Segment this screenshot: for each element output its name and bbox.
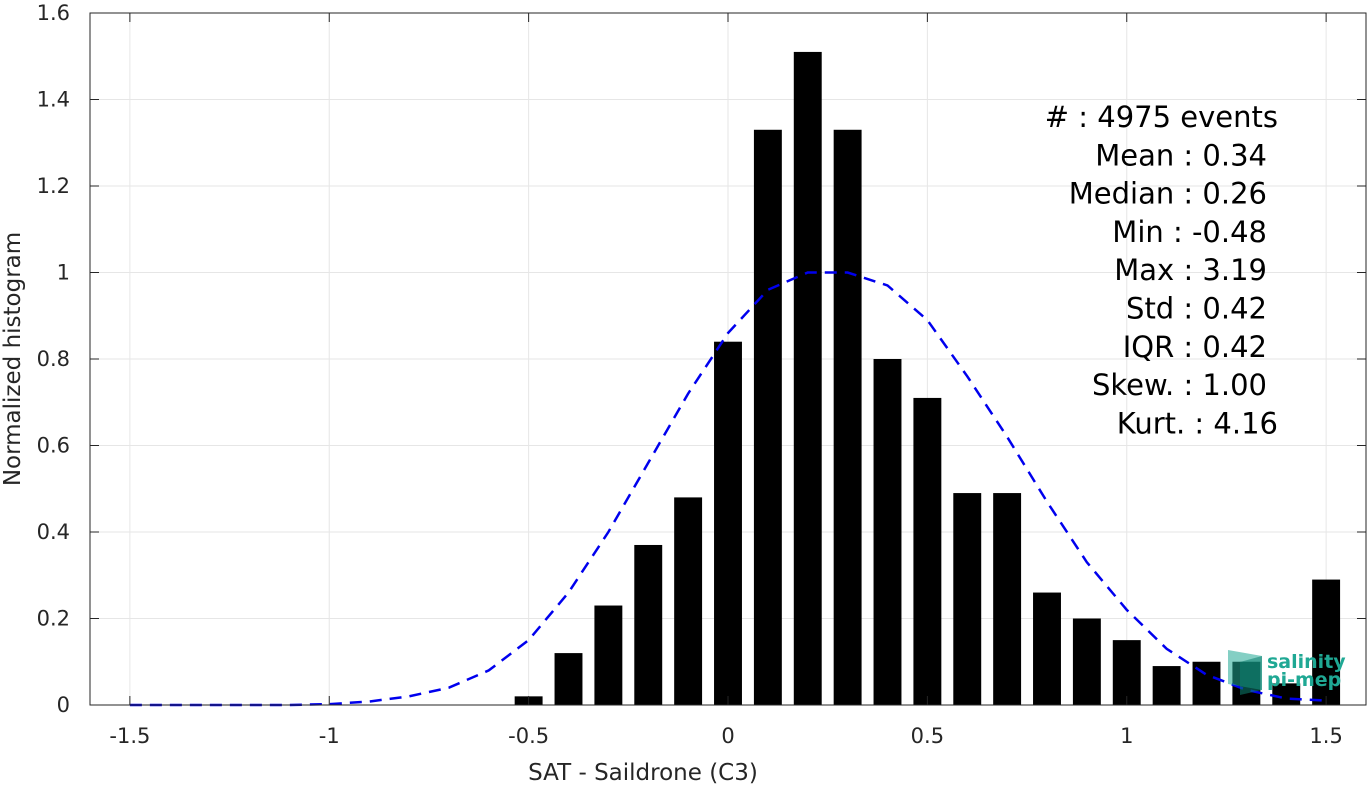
- histogram-bar: [993, 493, 1022, 705]
- histogram-bar: [594, 605, 623, 705]
- fit-curve-group: [129, 271, 1327, 707]
- stats-line: Skew. : 1.00: [1092, 368, 1267, 402]
- x-tick-label: 0: [721, 724, 734, 748]
- y-tick-label: 1: [57, 261, 70, 285]
- y-tick-label: 0.8: [37, 347, 70, 371]
- y-tick-label: 1.2: [37, 174, 70, 198]
- logo: salinity pi-mep: [1228, 650, 1346, 695]
- stats-line: Std : 0.42: [1126, 292, 1267, 326]
- x-tick-label: 1.5: [1309, 724, 1342, 748]
- stats-line: Median : 0.26: [1069, 177, 1267, 211]
- logo-cube-right: [1240, 656, 1262, 695]
- histogram-bar: [1312, 579, 1341, 705]
- histogram-bar: [833, 129, 862, 705]
- x-tick-label: 0.5: [911, 724, 944, 748]
- histogram-bar: [634, 544, 663, 705]
- stats-line: Min : -0.48: [1112, 215, 1267, 249]
- x-tick-label: -1.5: [109, 724, 150, 748]
- stats-line: Kurt. : 4.16: [1117, 406, 1278, 440]
- y-tick-label: 0.4: [37, 520, 70, 544]
- x-axis-title: SAT - Saildrone (C3): [528, 760, 758, 785]
- y-tick-label: 0.2: [37, 607, 70, 631]
- histogram-bar: [793, 51, 822, 706]
- stats-line: IQR : 0.42: [1123, 330, 1267, 364]
- histogram-bar: [913, 397, 942, 705]
- logo-text-line2: pi-mep: [1267, 669, 1341, 691]
- y-tick-label: 1.6: [37, 1, 70, 25]
- histogram-bar: [554, 653, 583, 705]
- y-tick-label: 1.4: [37, 88, 70, 112]
- gaussian-fit-line: [129, 271, 1327, 707]
- histogram-bar: [1152, 666, 1181, 705]
- histogram-bar: [674, 497, 703, 705]
- tick-labels: -1.5 -1 -0.5 0 0.5 1 1.5 0 0.2 0.4 0.6 0.8 1 1.2 1.4 1.…: [37, 1, 1343, 748]
- logo-text-line1: salinity: [1267, 651, 1346, 673]
- x-tick-label: -1: [319, 724, 340, 748]
- histogram-bar: [1033, 592, 1061, 705]
- x-tick-label: 1: [1120, 724, 1133, 748]
- histogram-bar: [753, 129, 782, 705]
- stats-box: # : 4975 events Mean : 0.34 Median : 0.26 M…: [1045, 100, 1278, 440]
- x-tick-label: -0.5: [508, 724, 549, 748]
- stats-line: # : 4975 events: [1045, 100, 1278, 134]
- histogram-bar: [873, 359, 902, 705]
- y-tick-label: 0: [57, 693, 70, 717]
- stats-line: Max : 3.19: [1114, 253, 1267, 287]
- y-axis-title: Normalized histogram: [0, 232, 26, 486]
- histogram-bar: [1072, 618, 1101, 705]
- y-tick-label: 0.6: [37, 434, 70, 458]
- stats-line: Mean : 0.34: [1095, 138, 1267, 172]
- histogram-bar: [714, 341, 742, 705]
- histogram-bar: [953, 493, 982, 705]
- axes-group: [89, 12, 1367, 706]
- histogram-bar: [1112, 640, 1141, 705]
